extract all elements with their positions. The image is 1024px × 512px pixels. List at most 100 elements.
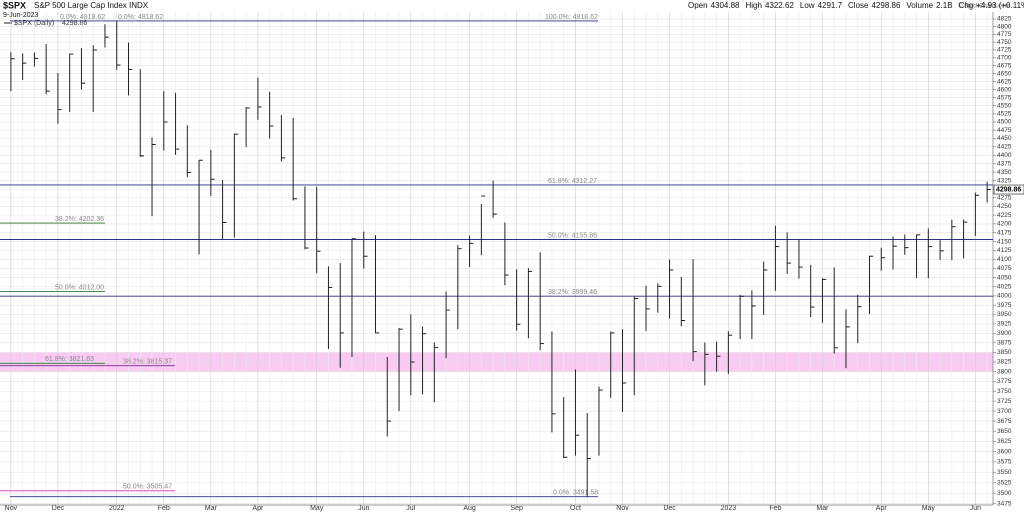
x-tick-label: Apr — [876, 505, 888, 512]
y-tick-label: 3900 — [997, 330, 1012, 337]
y-tick-label: 3750 — [997, 388, 1012, 395]
quote-label: Open — [688, 1, 708, 10]
y-tick-label: 4575 — [997, 94, 1012, 101]
fib-label: 0.0%: 4818.62 — [60, 14, 105, 21]
quote-value: 4291.7 — [818, 1, 843, 10]
x-tick-label: Oct — [570, 505, 581, 512]
y-tick-label: 4075 — [997, 265, 1012, 272]
y-tick-label: 3575 — [997, 459, 1012, 466]
legend-last: 4298.86 — [62, 20, 87, 27]
fib-label: 38.2%: 3815.37 — [123, 359, 172, 366]
credit: © StockCharts.com — [958, 3, 1010, 10]
x-tick-label: Dec — [52, 505, 65, 512]
y-tick-label: 4725 — [997, 47, 1012, 54]
y-tick-label: 3950 — [997, 311, 1012, 318]
quote-value: 4322.62 — [765, 1, 794, 10]
y-tick-label: 3650 — [997, 428, 1012, 435]
fib-label: 100.0%: 4818.62 — [545, 14, 598, 21]
y-tick-label: 4175 — [997, 229, 1012, 236]
quote-label: High — [746, 1, 762, 10]
y-tick-label: 3500 — [997, 490, 1012, 497]
y-tick-label: 4650 — [997, 70, 1012, 77]
y-tick-label: 4250 — [997, 203, 1012, 210]
y-tick-label: 4475 — [997, 127, 1012, 134]
y-tick-label: 4525 — [997, 111, 1012, 118]
y-tick-label: 3550 — [997, 469, 1012, 476]
fib-label: 38.2%: 3999.46 — [548, 289, 597, 296]
x-tick-label: Sep — [510, 505, 523, 512]
y-tick-label: 3725 — [997, 398, 1012, 405]
y-tick-label: 4325 — [997, 177, 1012, 184]
y-tick-label: 4825 — [997, 16, 1012, 23]
y-tick-label: 3675 — [997, 418, 1012, 425]
x-tick-label: May — [922, 505, 936, 512]
quote-value: +4.93 (+0.11%) — [976, 1, 1024, 10]
y-tick-label: 4225 — [997, 212, 1012, 219]
fib-label: 61.8%: 3821.63 — [45, 356, 94, 363]
x-tick-label: Jun — [358, 505, 369, 512]
y-tick-label: 3600 — [997, 448, 1012, 455]
y-tick-label: 4500 — [997, 119, 1012, 126]
y-tick-label: 3875 — [997, 340, 1012, 347]
fib-label: 50.0%: 3505.47 — [123, 484, 172, 491]
x-tick-label: Aug — [463, 505, 476, 512]
x-tick-label: Nov — [616, 505, 629, 512]
y-tick-label: 4425 — [997, 144, 1012, 151]
x-tick-label: Dec — [663, 505, 676, 512]
y-tick-label: 4150 — [997, 238, 1012, 245]
x-tick-label: Nov — [5, 505, 18, 512]
fib-label: 0.0%: 4818.62 — [118, 14, 163, 21]
y-tick-label: 3700 — [997, 408, 1012, 415]
quote-value: 4304.88 — [711, 1, 740, 10]
y-tick-label: 4125 — [997, 247, 1012, 254]
quote-value: 4298.86 — [871, 1, 900, 10]
quote-label: Low — [800, 1, 815, 10]
y-tick-label: 3775 — [997, 378, 1012, 385]
y-tick-label: 4025 — [997, 283, 1012, 290]
y-tick-label: 4775 — [997, 31, 1012, 38]
x-tick-label: 2023 — [721, 505, 737, 512]
y-tick-label: 3525 — [997, 479, 1012, 486]
quote-label: Close — [848, 1, 869, 10]
fib-label: 0.0%: 3491.58 — [553, 490, 598, 497]
y-tick-label: 4000 — [997, 293, 1012, 300]
fib-label: 50.0%: 4012.00 — [55, 284, 104, 291]
y-tick-label: 4800 — [997, 23, 1012, 30]
y-tick-label: 3800 — [997, 368, 1012, 375]
chart-title: $SPX — [3, 0, 26, 10]
x-tick-label: Jun — [970, 505, 981, 512]
y-tick-label: 4375 — [997, 160, 1012, 167]
y-tick-label: 4200 — [997, 221, 1012, 228]
y-tick-label: 4600 — [997, 86, 1012, 93]
y-tick-label: 4675 — [997, 62, 1012, 69]
y-tick-label: 4750 — [997, 39, 1012, 46]
fib-label: 50.0%: 4155.86 — [548, 232, 597, 239]
y-tick-label: 4450 — [997, 135, 1012, 142]
quote-value: 2.1B — [936, 1, 952, 10]
date: 9-Jun-2023 — [3, 12, 39, 19]
x-tick-label: Mar — [205, 505, 218, 512]
y-tick-label: 4625 — [997, 78, 1012, 85]
x-tick-label: 2022 — [109, 505, 125, 512]
y-tick-label: 3850 — [997, 349, 1012, 356]
x-tick-label: Feb — [769, 505, 781, 512]
y-tick-label: 4400 — [997, 152, 1012, 159]
x-tick-label: Mar — [816, 505, 829, 512]
price-tag-box — [993, 184, 1024, 195]
chart-subtitle: S&P 500 Large Cap Index INDX — [34, 1, 149, 10]
y-tick-label: 3975 — [997, 302, 1012, 309]
y-tick-label: 3625 — [997, 438, 1012, 445]
x-tick-label: Feb — [158, 505, 170, 512]
x-tick-label: Jul — [406, 505, 415, 512]
fib-label: 38.2%: 4202.36 — [55, 216, 104, 223]
x-tick-label: May — [310, 505, 324, 512]
y-tick-label: 4700 — [997, 55, 1012, 62]
y-tick-label: 4550 — [997, 102, 1012, 109]
fib-label: 61.8%: 4312.27 — [548, 178, 597, 185]
price-tag: 4298.86 — [996, 186, 1021, 193]
y-tick-label: 4100 — [997, 256, 1012, 263]
y-tick-label: 3825 — [997, 359, 1012, 366]
legend-name: $SPX (Daily) — [14, 20, 54, 27]
